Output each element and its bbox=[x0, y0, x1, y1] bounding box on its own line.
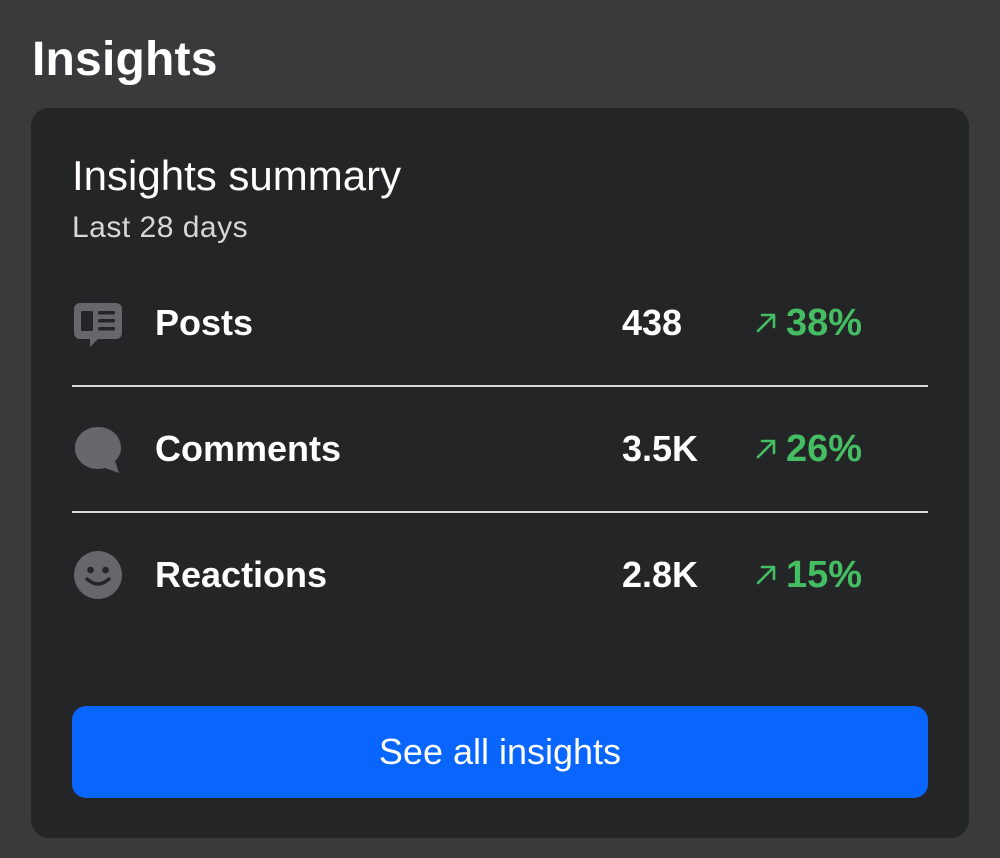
metric-row-comments: Comments 3.5K 26% bbox=[72, 385, 928, 511]
metric-label: Reactions bbox=[155, 554, 328, 595]
page-title: Insights bbox=[32, 33, 218, 86]
metrics-list: Posts 438 38% Comments 3.5K bbox=[72, 261, 928, 637]
change-percent: 38% bbox=[786, 302, 863, 344]
insights-summary-card: Insights summary Last 28 days Posts 438 bbox=[31, 108, 969, 838]
metric-row-reactions: Reactions 2.8K 15% bbox=[72, 511, 928, 637]
metric-value: 3.5K bbox=[622, 428, 699, 469]
comment-icon bbox=[75, 427, 121, 473]
arrow-up-right-icon bbox=[756, 565, 776, 585]
metric-change: 38% bbox=[752, 297, 862, 349]
see-all-insights-button[interactable]: See all insights bbox=[72, 706, 928, 798]
metric-change: 26% bbox=[752, 423, 862, 475]
metric-label: Posts bbox=[155, 302, 254, 343]
metric-value: 2.8K bbox=[622, 554, 699, 595]
metric-label: Comments bbox=[155, 428, 342, 469]
arrow-up-right-icon bbox=[756, 313, 776, 333]
change-percent: 15% bbox=[786, 554, 863, 596]
metric-row-posts: Posts 438 38% bbox=[72, 261, 928, 385]
smiley-icon bbox=[74, 551, 122, 599]
posts-icon bbox=[74, 303, 122, 347]
arrow-up-right-icon bbox=[756, 439, 776, 459]
metric-change: 15% bbox=[752, 549, 862, 601]
date-range-label: Last 28 days bbox=[72, 211, 249, 244]
change-percent: 26% bbox=[786, 428, 863, 470]
card-title: Insights summary bbox=[72, 152, 402, 199]
metric-value: 438 bbox=[622, 302, 683, 343]
